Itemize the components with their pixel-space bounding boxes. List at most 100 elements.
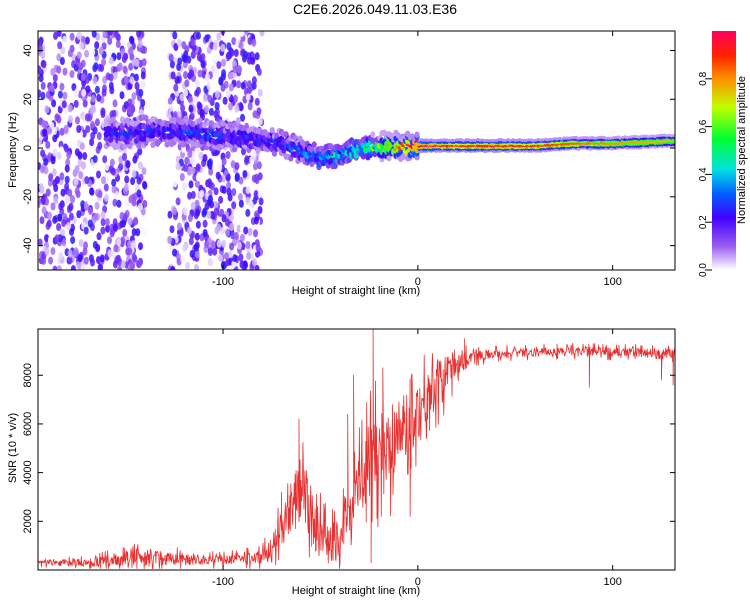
spectrogram-noise-cell [77,254,83,263]
spectrogram-noise-cell [60,46,66,55]
spectrogram-noise-cell [43,157,49,166]
spectrogram-noise-cell [228,102,233,111]
spectrogram-noise-cell [173,83,179,92]
spectrogram-noise-cell [104,218,110,227]
snr-panel: -100 0 100 2000 4000 6000 8000 Height of stra… [7,328,676,597]
spectrogram-noise-cell [195,163,201,172]
spectrogram-noise-cell [128,62,134,71]
spectrogram-noise-cell [229,242,235,251]
spectrogram-noise-cell [68,202,74,211]
spectrogram-y-tick-label: 0 [22,145,34,151]
colorbar-tick-label: 0.8 [698,71,709,85]
snr-y-label: SNR (10 * v/v) [7,413,19,483]
spectrogram-noise-cell [123,101,129,110]
spectrogram-noise-cell [246,251,252,260]
spectrogram-noise-cell [174,76,180,85]
spectrogram-noise-cell [130,261,136,270]
spectrogram-noise-cell [129,52,135,61]
spectrogram-noise-cell [207,94,213,103]
spectrogram-noise-cell [52,179,58,188]
spectrogram-noise-cell [136,176,142,185]
spectrogram-noise-cell [194,241,200,250]
spectrogram-noise-cell [67,256,73,265]
spectrogram-noise-cell [195,173,201,182]
spectrogram-noise-cell [38,74,44,83]
spectrogram-noise-cell [68,212,74,221]
spectrogram-noise-cell [140,71,146,80]
spectrogram-noise-cell [169,225,175,234]
spectrogram-noise-cell [122,228,128,237]
spectrogram-noise-cell [194,232,200,241]
spectrogram-noise-cell [122,65,128,74]
spectrogram-noise-cell [67,249,73,258]
spectrogram-noise-cell [166,110,172,119]
spectrogram-noise-cell [62,35,68,44]
spectrogram-noise-cell [172,31,178,40]
spectrogram-noise-cell [120,236,126,245]
spectrogram-noise-cell [225,228,230,237]
spectrogram-noise-cell [190,50,196,59]
spectrogram-noise-cell [65,195,71,204]
spectrogram-noise-cell [73,99,79,108]
spectrogram-noise-cell [247,102,253,111]
spectrogram-noise-cell [245,186,251,195]
spectrogram-noise-cell [252,258,258,267]
spectrogram-noise-cell [172,111,178,119]
spectrogram-noise-cell [92,76,98,85]
spectrogram-noise-cell [128,46,134,55]
spectrogram-noise-cell [62,213,68,221]
spectrogram-noise-cell [188,104,194,113]
spectrogram-y-tick-label: -40 [22,238,34,254]
spectrogram-noise-cell [243,31,249,36]
spectrogram-noise-cell [52,73,58,82]
spectrogram-noise-cell [190,166,196,175]
spectrogram-ridge-cell [414,131,420,138]
spectrogram-noise-cell [113,31,119,39]
spectrogram-noise-cell [84,36,90,45]
spectrogram-noise-cell [195,220,201,229]
spectrogram-noise-cell [194,264,199,270]
spectrogram-noise-cell [40,149,46,158]
spectrogram-noise-cell [212,54,218,63]
spectrogram-noise-cell [93,62,99,71]
spectrogram-noise-cell [131,169,137,178]
spectrogram-noise-cell [100,210,106,219]
spectrogram-noise-cell [80,264,86,270]
spectrogram-noise-cell [215,171,221,180]
spectrogram-noise-cell [98,263,103,270]
spectrogram-noise-cell [207,246,213,255]
spectrogram-ridge-cell [328,143,334,150]
spectrogram-noise-cell [76,51,82,60]
spectrogram-noise-cell [223,252,229,261]
spectrogram-noise-cell [138,88,144,97]
spectrogram-noise-cell [78,239,84,248]
spectrogram-noise-cell [57,90,63,99]
spectrogram-noise-cell [182,243,188,252]
spectrogram-noise-cell [204,73,210,82]
spectrogram-noise-cell [216,32,222,41]
spectrogram-noise-cell [140,99,146,107]
spectrogram-noise-cell [97,141,103,150]
spectrogram-noise-cell [128,195,134,204]
spectrogram-noise-cell [183,164,189,173]
spectrogram-ridge-cell [180,141,186,148]
spectrogram-y-tick-label: 20 [22,93,34,105]
spectrogram-noise-cell [130,240,136,249]
spectrogram-noise-cell [142,46,147,54]
spectrogram-noise-cell [224,218,230,227]
spectrogram-noise-cell [85,85,91,94]
spectrogram-noise-cell [96,132,102,140]
spectrogram-noise-cell [116,238,122,246]
spectrogram-noise-cell [54,113,60,122]
spectrogram-noise-cell [70,195,76,204]
spectrogram-x-tick-label: -100 [212,276,234,288]
colorbar-tick-label: 0.2 [698,215,709,229]
spectrogram-noise-cell [184,79,190,88]
spectrogram-noise-cell [49,84,55,93]
colorbar-tick-label: 0.0 [698,263,709,277]
spectrogram-noise-cell [44,105,50,114]
spectrogram-noise-cell [61,100,67,109]
spectrogram-noise-cell [87,197,93,206]
spectrogram-noise-cell [47,211,52,220]
colorbar-label: Normalized spectral amplitude [736,76,748,224]
